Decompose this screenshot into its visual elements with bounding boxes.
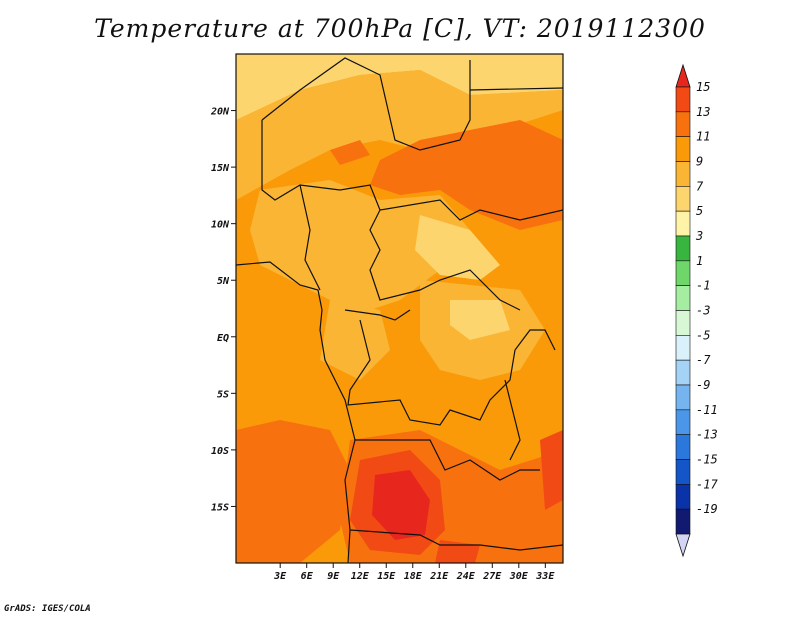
lon-tick-label: 18E — [404, 571, 423, 582]
colorbar-label: -19 — [696, 502, 718, 516]
colorbar-segment — [675, 285, 691, 311]
colorbar-segment — [675, 434, 691, 460]
colorbar-segment — [675, 335, 691, 361]
colorbar-label: -15 — [696, 453, 718, 467]
colorbar-label: 5 — [696, 204, 703, 218]
colorbar-segment — [675, 409, 691, 435]
colorbar-label: 3 — [695, 229, 703, 243]
lat-tick-label: 10S — [211, 446, 229, 457]
lat-tick-label: 5N — [217, 276, 230, 287]
colorbar-label: -3 — [696, 304, 710, 318]
colorbar: 15 13 11 9 7 5 3 1 -1 -3 -5 -7 -9 -11 -13 -15 -17 -19 — [675, 63, 718, 558]
lon-tick-label: 15E — [377, 571, 396, 582]
chart-title: Temperature at 700hPa [C], VT: 201911230… — [94, 14, 706, 43]
colorbar-segment — [675, 484, 691, 510]
colorbar-label: 15 — [696, 80, 710, 94]
lat-tick-label: 5S — [217, 389, 229, 400]
lon-tick-label: 12E — [351, 571, 370, 582]
colorbar-segment — [675, 508, 691, 535]
lat-tick-label: 10N — [211, 220, 230, 231]
colorbar-segment — [675, 260, 691, 286]
colorbar-label: -11 — [696, 403, 718, 417]
map-frame — [235, 53, 564, 564]
colorbar-segment — [675, 210, 691, 237]
colorbar-segment — [675, 359, 691, 386]
lat-tick-label: EQ — [217, 333, 229, 344]
colorbar-segment — [675, 186, 691, 212]
colorbar-bottom-arrow — [675, 533, 691, 558]
lon-tick-label: 33E — [535, 571, 555, 582]
temperature-field — [236, 54, 563, 563]
colorbar-segment — [675, 459, 691, 485]
colorbar-segment — [675, 235, 691, 262]
lon-tick-label: 6E — [301, 571, 314, 582]
colorbar-segment — [675, 161, 691, 187]
colorbar-segment — [675, 136, 691, 162]
colorbar-label: 11 — [696, 130, 710, 144]
colorbar-segment — [675, 384, 691, 411]
latitude-axis: 20N 15N 10N 5N EQ 5S 10S 15S — [210, 107, 236, 513]
colorbar-label: -7 — [696, 353, 711, 367]
longitude-axis: 3E 6E 9E 12E 15E 18E 21E 24E 27E 30E 33E — [273, 563, 555, 582]
colorbar-label: -9 — [696, 378, 710, 392]
colorbar-label: -17 — [696, 477, 718, 491]
lat-tick-label: 15S — [211, 502, 229, 513]
lon-tick-label: 21E — [429, 571, 449, 582]
lon-tick-label: 30E — [509, 571, 529, 582]
lon-tick-label: 27E — [482, 571, 502, 582]
colorbar-segment — [675, 86, 691, 113]
lon-tick-label: 9E — [327, 571, 340, 582]
credit-label: GrADS: IGES/COLA — [4, 604, 91, 614]
country-borders — [236, 57, 563, 563]
lon-tick-label: 3E — [273, 571, 287, 582]
colorbar-segment — [675, 111, 691, 137]
colorbar-label: -13 — [696, 428, 718, 442]
colorbar-top-arrow — [675, 63, 691, 88]
lon-tick-label: 24E — [456, 571, 476, 582]
lat-tick-label: 20N — [210, 107, 230, 118]
colorbar-label: 1 — [696, 254, 703, 268]
colorbar-label: 7 — [696, 179, 704, 193]
lat-tick-label: 15N — [211, 163, 230, 174]
colorbar-label: -1 — [696, 279, 710, 293]
colorbar-label: 9 — [696, 155, 703, 169]
colorbar-label: 13 — [696, 105, 710, 119]
colorbar-segment — [675, 310, 691, 336]
colorbar-label: -5 — [696, 328, 710, 342]
